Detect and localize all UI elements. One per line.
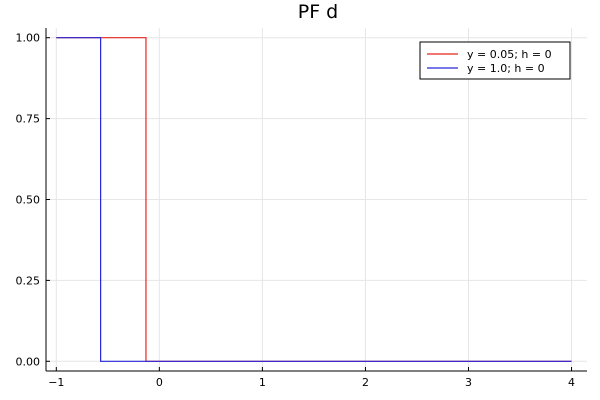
axes: −1 0 1 2 3 4 0.00 0.25 0.50 0.75 1.00 <box>16 28 587 389</box>
x-tick-label: 3 <box>465 376 472 389</box>
series-line-2 <box>56 37 572 362</box>
x-tick-label: 4 <box>568 376 575 389</box>
chart-title: PF d <box>298 1 339 23</box>
series-lines <box>56 37 572 362</box>
y-tick-label: 0.00 <box>16 355 41 368</box>
legend-label-1: y = 0.05; h = 0 <box>467 48 552 61</box>
legend: y = 0.05; h = 0y = 1.0; h = 0 <box>419 41 571 80</box>
y-tick-label: 0.75 <box>16 113 41 126</box>
x-tick-label: 0 <box>156 376 163 389</box>
legend-label-2: y = 1.0; h = 0 <box>467 62 545 75</box>
y-tick-label: 0.50 <box>16 194 41 207</box>
legend-box <box>419 41 571 80</box>
x-tick-label: −1 <box>48 376 64 389</box>
y-tick-label: 0.25 <box>16 274 41 287</box>
x-tick-label: 2 <box>362 376 369 389</box>
x-tick-label: 1 <box>259 376 266 389</box>
y-tick-label: 1.00 <box>16 32 41 45</box>
